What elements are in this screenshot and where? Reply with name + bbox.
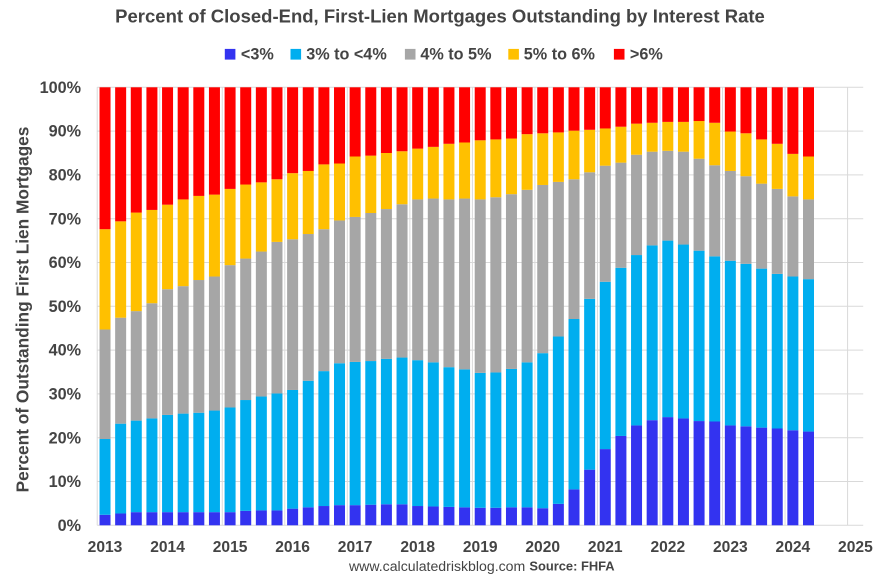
svg-text:70%: 70% [49, 210, 81, 228]
svg-text:2018: 2018 [400, 539, 435, 556]
svg-text:2025: 2025 [838, 539, 873, 556]
svg-text:2017: 2017 [338, 539, 373, 556]
svg-text:80%: 80% [49, 167, 81, 185]
svg-text:2024: 2024 [776, 539, 811, 556]
svg-text:<3%: <3% [241, 45, 274, 63]
svg-text:www.calculatedriskblog.com: www.calculatedriskblog.com [348, 558, 525, 574]
svg-text:10%: 10% [49, 473, 81, 491]
svg-text:2013: 2013 [88, 539, 123, 556]
svg-text:2021: 2021 [588, 539, 623, 556]
svg-text:Percent of Outstanding First L: Percent of Outstanding First Lien Mortga… [13, 127, 33, 493]
svg-text:100%: 100% [40, 79, 81, 97]
svg-text:5% to 6%: 5% to 6% [524, 45, 595, 63]
svg-text:Percent of Closed-End, First-L: Percent of Closed-End, First-Lien Mortga… [115, 6, 765, 27]
svg-text:90%: 90% [49, 123, 81, 141]
svg-text:>6%: >6% [630, 45, 663, 63]
svg-text:Source: FHFA: Source: FHFA [529, 559, 614, 574]
svg-text:4% to 5%: 4% to 5% [420, 45, 491, 63]
svg-text:2016: 2016 [275, 539, 310, 556]
svg-text:20%: 20% [49, 429, 81, 447]
svg-text:50%: 50% [49, 298, 81, 316]
svg-text:3% to <4%: 3% to <4% [306, 45, 387, 63]
svg-text:2020: 2020 [525, 539, 560, 556]
svg-text:60%: 60% [49, 254, 81, 272]
svg-text:2022: 2022 [650, 539, 685, 556]
svg-text:2014: 2014 [150, 539, 185, 556]
svg-text:2019: 2019 [463, 539, 498, 556]
svg-text:2015: 2015 [213, 539, 248, 556]
svg-text:40%: 40% [49, 342, 81, 360]
svg-text:0%: 0% [58, 517, 81, 535]
svg-text:2023: 2023 [713, 539, 748, 556]
svg-text:30%: 30% [49, 386, 81, 404]
